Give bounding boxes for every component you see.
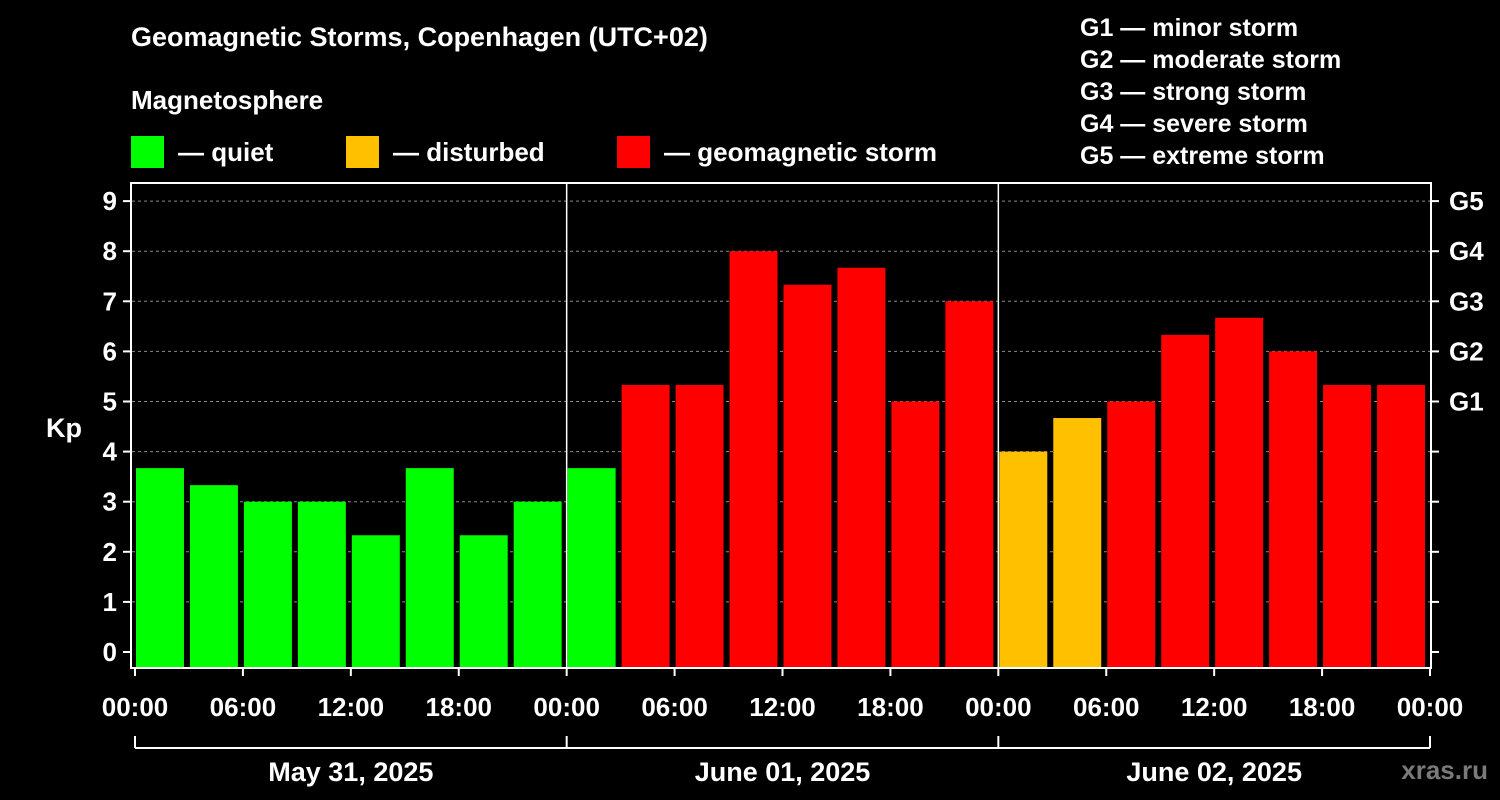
storm-scale-list: G1 — minor storm G2 — moderate storm G3 … — [1080, 12, 1341, 172]
kp-bar — [1269, 351, 1318, 667]
x-tick-label: 18:00 — [857, 692, 924, 722]
kp-bar — [136, 468, 184, 667]
y-tick-label: 9 — [103, 186, 117, 216]
chart-title: Geomagnetic Storms, Copenhagen (UTC+02) — [131, 22, 708, 52]
x-tick-label: 06:00 — [210, 692, 277, 722]
kp-bar — [459, 535, 508, 667]
x-tick-label: 12:00 — [318, 692, 385, 722]
kp-bar — [1377, 384, 1425, 667]
y-tick-label: 3 — [103, 487, 117, 517]
kp-bar — [1053, 418, 1102, 667]
y-tick-label: 8 — [103, 236, 117, 266]
x-tick-label: 12:00 — [1181, 692, 1248, 722]
kp-bar — [297, 501, 346, 667]
y-tick-label: 6 — [103, 336, 117, 366]
legend-swatch-quiet — [131, 136, 164, 168]
date-label: May 31, 2025 — [268, 757, 433, 787]
kp-bar — [243, 501, 292, 667]
legend-swatch-storm — [617, 136, 650, 168]
kp-bar — [1215, 317, 1264, 667]
storm-scale-g4: G4 — severe storm — [1080, 110, 1308, 138]
x-tick-label: 00:00 — [102, 692, 169, 722]
legend-label-disturbed: — disturbed — [393, 136, 545, 167]
storm-scale-g1: G1 — minor storm — [1080, 14, 1299, 42]
kp-bar — [567, 468, 616, 667]
kp-bar — [405, 468, 454, 667]
y-tick-label: 5 — [103, 387, 117, 417]
kp-bar — [189, 485, 238, 667]
kp-bar — [675, 384, 724, 667]
x-tick-label: 00:00 — [965, 692, 1032, 722]
kp-bar — [783, 284, 832, 667]
kp-bar — [1107, 401, 1156, 667]
kp-bar — [513, 501, 562, 667]
x-tick-label: 00:00 — [533, 692, 600, 722]
x-tick-label: 18:00 — [1289, 692, 1356, 722]
legend-title: Magnetosphere — [131, 85, 324, 115]
kp-bar — [729, 251, 778, 667]
y-axis-label: Kp — [46, 413, 82, 443]
x-tick-label: 00:00 — [1397, 692, 1464, 722]
storm-level-label: G2 — [1449, 336, 1484, 366]
kp-bar — [891, 401, 940, 667]
kp-bar — [621, 384, 670, 667]
storm-level-label: G5 — [1449, 186, 1484, 216]
storm-scale-g3: G3 — strong storm — [1080, 78, 1307, 106]
legend-label-quiet: — quiet — [178, 136, 274, 167]
date-label: June 02, 2025 — [1126, 757, 1302, 787]
legend-item-quiet: — quiet — [131, 135, 273, 169]
kp-bar — [837, 267, 886, 667]
x-tick-label: 18:00 — [426, 692, 493, 722]
kp-bar — [351, 535, 400, 667]
kp-bar — [945, 301, 994, 667]
legend-item-storm: — geomagnetic storm — [617, 135, 937, 169]
legend-item-disturbed: — disturbed — [346, 135, 545, 169]
y-tick-label: 2 — [103, 537, 117, 567]
x-tick-label: 06:00 — [641, 692, 708, 722]
legend-swatch-disturbed — [346, 136, 379, 168]
x-tick-label: 06:00 — [1073, 692, 1140, 722]
legend-label-storm: — geomagnetic storm — [664, 136, 938, 167]
y-tick-label: 0 — [103, 637, 117, 667]
kp-bar — [1161, 334, 1210, 667]
kp-bar — [999, 451, 1048, 667]
storm-scale-g2: G2 — moderate storm — [1080, 46, 1342, 74]
storm-level-label: G1 — [1449, 387, 1484, 417]
storm-level-label: G4 — [1449, 236, 1484, 266]
date-label: June 01, 2025 — [695, 757, 871, 787]
kp-bar — [1323, 384, 1372, 667]
y-tick-label: 1 — [103, 587, 117, 617]
watermark: xras.ru — [1401, 755, 1488, 785]
x-tick-label: 12:00 — [749, 692, 816, 722]
plot-frame — [130, 182, 1432, 669]
storm-scale-g5: G5 — extreme storm — [1080, 142, 1325, 170]
storm-level-label: G3 — [1449, 286, 1484, 316]
y-tick-label: 7 — [103, 286, 117, 316]
y-tick-label: 4 — [103, 437, 118, 467]
